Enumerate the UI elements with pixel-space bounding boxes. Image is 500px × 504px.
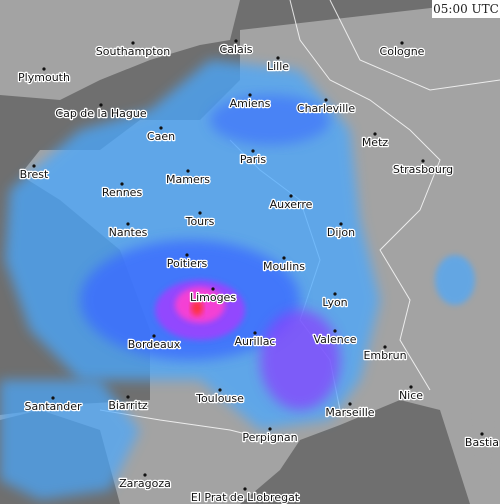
city-dot	[333, 329, 337, 333]
city-dot	[234, 39, 238, 43]
city-dot	[243, 487, 247, 491]
city-label: Nantes	[109, 226, 148, 239]
city-dot	[383, 345, 387, 349]
city-label: Paris	[240, 153, 266, 166]
city-dot	[152, 334, 156, 338]
city-label: Lyon	[322, 296, 347, 309]
city-label: Toulouse	[195, 392, 244, 405]
city-dot	[198, 211, 202, 215]
timestamp-box	[432, 0, 500, 18]
city-label: Lille	[267, 60, 289, 73]
city-dot	[99, 103, 103, 107]
radar-echoes	[0, 60, 475, 500]
city-dot	[289, 194, 293, 198]
city-label: Embrun	[363, 349, 406, 362]
city-label: El Prat de Llobregat	[191, 491, 300, 504]
city-dot	[211, 287, 215, 291]
city-label: Cap de la Hague	[55, 107, 146, 120]
city-dot	[248, 93, 252, 97]
city-label: Dijon	[327, 226, 355, 239]
city-label: Southampton	[96, 45, 170, 58]
city-dot	[42, 67, 46, 71]
city-label: Plymouth	[18, 71, 70, 84]
city-dot	[126, 222, 130, 226]
city-label: Caen	[147, 130, 175, 143]
city-label: Bordeaux	[128, 338, 181, 351]
city-label: Aurillac	[235, 335, 276, 348]
city-label: Calais	[219, 43, 252, 56]
city-dot	[185, 253, 189, 257]
city-dot	[400, 41, 404, 45]
city-dot	[159, 126, 163, 130]
city-dot	[276, 56, 280, 60]
city-label: Marseille	[325, 406, 374, 419]
city-dot	[373, 132, 377, 136]
city-label: Bastia	[465, 436, 499, 449]
city-label: Cologne	[380, 45, 425, 58]
city-dot	[333, 292, 337, 296]
city-dot	[348, 402, 352, 406]
city-dot	[120, 182, 124, 186]
city-label: Limoges	[190, 291, 236, 304]
city-label: Moulins	[263, 260, 305, 273]
city-dot	[251, 149, 255, 153]
city-label: Valence	[313, 333, 356, 346]
city-dot	[324, 98, 328, 102]
city-label: Rennes	[102, 186, 143, 199]
city-label: Amiens	[230, 97, 271, 110]
city-dot	[126, 395, 130, 399]
city-dot	[131, 41, 135, 45]
city-dot	[421, 159, 425, 163]
city-label: Tours	[185, 215, 215, 228]
city-dot	[480, 432, 484, 436]
city-dot	[409, 385, 413, 389]
city-label: Brest	[20, 168, 49, 181]
city-label: Nice	[399, 389, 423, 402]
city-dot	[282, 256, 286, 260]
city-dot	[268, 427, 272, 431]
city-label: Santander	[25, 400, 82, 413]
city-label: Biarritz	[108, 399, 148, 412]
city-label: Zaragoza	[119, 477, 171, 490]
city-dot	[218, 388, 222, 392]
city-dot	[253, 331, 257, 335]
city-label: Auxerre	[270, 198, 313, 211]
city-label: Mamers	[166, 173, 210, 186]
city-layer: Southampton Calais Lille Cologne Plymouth Ami…	[17, 39, 500, 504]
city-dot	[339, 222, 343, 226]
city-dot	[32, 164, 36, 168]
city-label: Metz	[362, 136, 389, 149]
city-label: Poitiers	[167, 257, 208, 270]
city-dot	[143, 473, 147, 477]
city-label: Strasbourg	[393, 163, 453, 176]
city-dot	[186, 169, 190, 173]
city-dot	[51, 396, 55, 400]
timestamp: 05:00 UTC	[433, 2, 499, 16]
city-label: Charleville	[297, 102, 355, 115]
city-label: Perpignan	[242, 431, 297, 444]
